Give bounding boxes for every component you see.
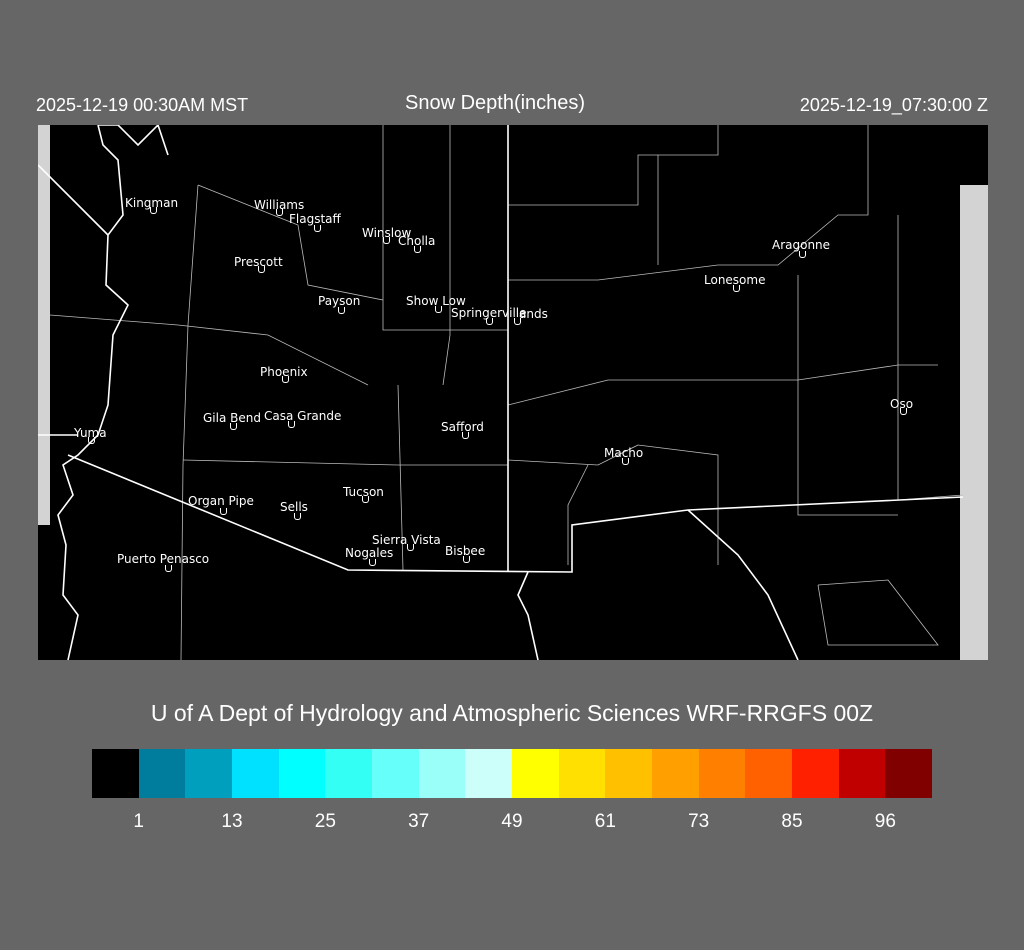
city-label: Cholla bbox=[398, 234, 436, 248]
city-marker-icon bbox=[900, 408, 907, 415]
city-label: Macho bbox=[604, 446, 644, 460]
legend-swatch bbox=[745, 749, 793, 798]
legend-swatch bbox=[465, 749, 513, 798]
county-lines bbox=[49, 125, 964, 660]
city-label: Oso bbox=[890, 397, 914, 411]
state-borders bbox=[38, 125, 964, 660]
color-legend bbox=[92, 749, 933, 798]
city-label: Yuma bbox=[74, 426, 107, 440]
legend-swatch bbox=[418, 749, 466, 798]
rio-grande bbox=[687, 509, 799, 660]
local-time: 2025-12-19 00:30AM MST bbox=[36, 95, 249, 115]
legend-swatch bbox=[185, 749, 233, 798]
city-label: Gila Bend bbox=[203, 411, 261, 425]
city-marker-icon bbox=[230, 423, 237, 430]
city-label: Nogales bbox=[345, 546, 394, 560]
city-marker-icon bbox=[258, 266, 265, 273]
city-label: Organ Pipe bbox=[188, 494, 254, 508]
snow-depth-map: Kingman Williams Flagstaff Winslow Cholla Pre… bbox=[38, 125, 988, 660]
legend-tick-label: 37 bbox=[408, 811, 430, 832]
city-label: Springerville bbox=[451, 306, 527, 320]
city-label: Safford bbox=[441, 420, 484, 434]
nv-ca-border bbox=[38, 164, 109, 236]
legend-tick-label: 1 bbox=[133, 811, 144, 832]
city-label: Payson bbox=[318, 294, 361, 308]
city-label: Casa Grande bbox=[264, 409, 342, 423]
city-label: Aragonne bbox=[772, 238, 831, 252]
colorado-river bbox=[57, 125, 129, 660]
city-label: Bisbee bbox=[445, 544, 486, 558]
city-marker-icon bbox=[220, 508, 227, 515]
legend-swatch bbox=[792, 749, 839, 798]
legend-swatch bbox=[232, 749, 279, 798]
city-label: Winslow bbox=[362, 226, 412, 240]
credit-text: U of A Dept of Hydrology and Atmospheric… bbox=[150, 700, 874, 726]
city-label: Prescott bbox=[234, 255, 283, 269]
city-marker-icon bbox=[338, 307, 345, 314]
city-label: Lonesome bbox=[704, 273, 766, 287]
mexico-border bbox=[67, 454, 964, 573]
city-marker-icon bbox=[514, 318, 521, 325]
city-marker-icon bbox=[88, 437, 95, 444]
city-marker-icon bbox=[294, 513, 301, 520]
city-label: Sierra Vista bbox=[372, 533, 441, 547]
city-label: Flagstaff bbox=[289, 212, 341, 226]
city-label: Kingman bbox=[125, 196, 179, 210]
city-label: Puerto Penasco bbox=[117, 552, 210, 566]
city-marker-icon bbox=[462, 432, 469, 439]
legend-swatch bbox=[138, 749, 186, 798]
city-marker-icon bbox=[486, 318, 493, 325]
city-marker-icon bbox=[799, 251, 806, 258]
city-marker-icon bbox=[150, 207, 157, 214]
city-marker-icon bbox=[407, 544, 414, 551]
legend-tick-label: 61 bbox=[594, 811, 616, 832]
no-data-strip-left bbox=[38, 125, 50, 525]
no-data-strip-right bbox=[960, 185, 988, 660]
city-marker-icon bbox=[435, 306, 442, 313]
city-marker-icon bbox=[622, 458, 629, 465]
city-marker-icon bbox=[463, 556, 470, 563]
city-label: ands bbox=[519, 307, 548, 321]
legend-swatch bbox=[885, 749, 933, 798]
city-marker-icon bbox=[282, 376, 289, 383]
legend-swatch bbox=[838, 749, 886, 798]
city-marker-icon bbox=[314, 225, 321, 232]
legend-swatch bbox=[605, 749, 653, 798]
city-label: Tucson bbox=[343, 485, 384, 499]
legend-tick-label: 25 bbox=[314, 811, 336, 832]
city-marker-icon bbox=[288, 421, 295, 428]
utc-time: 2025-12-19_07:30:00 Z bbox=[799, 95, 988, 115]
map-borders bbox=[38, 125, 988, 660]
city-marker-icon bbox=[165, 565, 172, 572]
legend-swatch bbox=[512, 749, 559, 798]
legend-swatch bbox=[372, 749, 419, 798]
city-marker-icon bbox=[733, 285, 740, 292]
city-marker-icon bbox=[414, 246, 421, 253]
legend-tick-label: 49 bbox=[501, 811, 523, 832]
city-marker-icon bbox=[369, 559, 376, 566]
legend-tick-label: 96 bbox=[874, 811, 896, 832]
map-title: Snow Depth(inches) bbox=[405, 92, 586, 114]
legend-tick-label: 73 bbox=[688, 811, 710, 832]
legend-swatch bbox=[558, 749, 606, 798]
city-label: Show Low bbox=[406, 294, 466, 308]
city-label: Sells bbox=[280, 500, 308, 514]
city-marker-icon bbox=[276, 209, 283, 216]
legend-swatch bbox=[278, 749, 326, 798]
city-label: Phoenix bbox=[260, 365, 308, 379]
city-marker-icon bbox=[383, 237, 390, 244]
city-label: Williams bbox=[254, 198, 305, 212]
legend-tick-label: 13 bbox=[221, 811, 243, 832]
legend-swatch bbox=[698, 749, 746, 798]
legend-swatch bbox=[92, 749, 139, 798]
legend-swatch bbox=[325, 749, 373, 798]
city-marker-icon bbox=[362, 496, 369, 503]
legend-swatch bbox=[652, 749, 699, 798]
legend-tick-label: 85 bbox=[781, 811, 803, 832]
